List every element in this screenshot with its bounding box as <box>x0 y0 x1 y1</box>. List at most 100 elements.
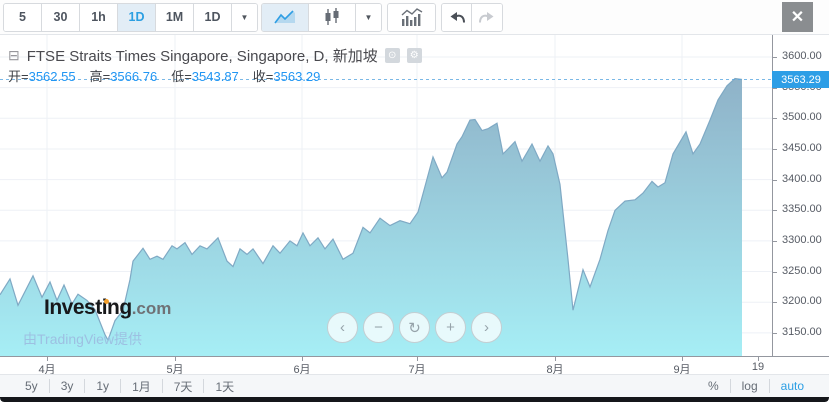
reset-view-button[interactable]: ↻ <box>399 312 430 343</box>
close-icon: ✕ <box>790 9 805 26</box>
interval-button-1d-active[interactable]: 1D <box>118 3 156 31</box>
undo-arrow-icon <box>448 9 466 25</box>
interval-button-1d[interactable]: 1D <box>194 3 232 31</box>
y-axis-tick <box>773 148 777 150</box>
redo-arrow-icon <box>478 9 496 25</box>
x-axis-tick <box>175 357 176 361</box>
y-axis-tick <box>773 271 777 273</box>
y-axis-label: 3200.00 <box>782 295 822 308</box>
chart-type-dropdown-caret-icon[interactable]: ▼ <box>356 3 381 31</box>
interval-button-30m[interactable]: 30 <box>42 3 80 31</box>
investing-logo-orange-dot-icon <box>104 299 109 304</box>
symbol-info-icon[interactable]: ⊙ <box>384 48 400 63</box>
range-button-3y[interactable]: 3y <box>50 379 86 393</box>
interval-button-group: 5 30 1h 1D 1M 1D ▼ <box>3 2 258 32</box>
last-price-badge: 3563.29 <box>772 71 829 88</box>
redo-button[interactable] <box>472 3 502 31</box>
area-chart-type-button[interactable] <box>262 3 309 31</box>
price-axis[interactable]: 3150.00 3200.00 3250.00 3300.00 3350.00 3400.… <box>772 35 829 357</box>
open-value: 开=3562.55 <box>8 69 76 84</box>
investing-logo[interactable]: Investing.com <box>44 296 172 319</box>
x-axis-tick <box>417 357 418 361</box>
scroll-right-button[interactable]: › <box>471 312 502 343</box>
range-button-1d[interactable]: 1天 <box>215 379 235 394</box>
x-axis-label: 8月 <box>546 364 564 376</box>
reset-icon: ↻ <box>408 319 421 337</box>
x-axis-label: 19 <box>751 361 765 373</box>
y-axis-label: 3250.00 <box>782 264 822 277</box>
candlestick-chart-type-button[interactable] <box>309 3 356 31</box>
low-value: 低=3543.87 <box>171 69 239 84</box>
window-bottom-edge <box>0 397 829 402</box>
chart-type-button-group: ▼ <box>261 2 382 32</box>
minus-icon: − <box>374 319 383 336</box>
y-axis-label: 3350.00 <box>782 203 822 216</box>
auto-scale-button[interactable]: auto <box>780 379 804 393</box>
zoom-out-button[interactable]: − <box>363 312 394 343</box>
y-axis-label: 3600.00 <box>782 50 822 62</box>
interval-dropdown-caret-icon[interactable]: ▼ <box>232 3 257 31</box>
y-axis-tick <box>773 210 777 212</box>
top-toolbar: 5 30 1h 1D 1M 1D ▼ <box>0 0 829 35</box>
range-button-7d[interactable]: 7天 <box>163 379 205 394</box>
range-button-1month[interactable]: 1月 <box>121 379 163 394</box>
scroll-left-button[interactable]: ‹ <box>327 312 358 343</box>
chart-legend: ⊟ FTSE Straits Times Singapore, Singapor… <box>8 45 422 66</box>
x-axis-tick <box>302 357 303 361</box>
chevron-right-icon: › <box>484 319 489 336</box>
candlestick-icon <box>322 7 342 27</box>
close-widget-button[interactable]: ✕ <box>782 2 813 32</box>
chevron-left-icon: ‹ <box>340 319 345 336</box>
x-axis-label: 5月 <box>166 364 184 376</box>
plus-icon: + <box>446 319 455 336</box>
interval-button-1m[interactable]: 1M <box>156 3 194 31</box>
symbol-title: FTSE Straits Times Singapore, Singapore,… <box>26 48 378 65</box>
ohlc-readout: 开=3562.55 高=3566.76 低=3543.87 收=3563.29 <box>8 66 320 85</box>
zoom-in-button[interactable]: + <box>435 312 466 343</box>
x-axis-label: 6月 <box>293 364 311 376</box>
range-button-5y[interactable]: 5y <box>14 379 50 393</box>
bottom-toolbar: 5y 3y 1y 1月 7天 1天 % log auto <box>0 374 829 397</box>
scale-selector: % log auto <box>697 375 815 397</box>
interval-button-5m[interactable]: 5 <box>4 3 42 31</box>
y-axis-tick <box>773 302 777 304</box>
y-axis-tick <box>773 87 777 89</box>
x-axis-tick <box>758 357 759 361</box>
collapse-legend-icon[interactable]: ⊟ <box>8 47 20 63</box>
area-chart-icon <box>274 9 296 25</box>
indicators-icon <box>399 7 425 27</box>
tradingview-attribution-link[interactable]: 由TradingView提供 <box>23 331 143 347</box>
y-axis-tick <box>773 57 777 58</box>
price-area-chart[interactable] <box>0 35 772 357</box>
x-axis-tick <box>555 357 556 361</box>
percent-scale-button[interactable]: % <box>697 379 731 393</box>
x-axis-tick <box>682 357 683 361</box>
y-axis-label: 3150.00 <box>782 325 822 338</box>
x-axis-label: 9月 <box>673 364 691 376</box>
range-selector: 5y 3y 1y 1月 7天 1天 <box>14 375 245 397</box>
y-axis-tick <box>773 179 777 181</box>
y-axis-label: 3500.00 <box>782 111 822 124</box>
x-axis-label: 7月 <box>408 364 426 376</box>
y-axis-label: 3400.00 <box>782 172 822 185</box>
log-scale-button[interactable]: log <box>731 379 770 393</box>
indicators-button[interactable] <box>388 3 435 31</box>
undo-redo-button-group <box>441 2 503 32</box>
range-button-1y[interactable]: 1y <box>85 379 122 393</box>
time-axis[interactable]: 4月 5月 6月 7月 8月 9月 19 <box>0 356 829 376</box>
indicators-button-group <box>387 2 436 32</box>
y-axis-tick <box>773 332 777 334</box>
high-value: 高=3566.76 <box>89 69 158 84</box>
y-axis-label: 3450.00 <box>782 141 822 154</box>
y-axis-tick <box>773 118 777 120</box>
chart-nav-controls: ‹ − ↻ + › <box>327 312 502 343</box>
undo-button[interactable] <box>442 3 472 31</box>
y-axis-label: 3300.00 <box>782 233 822 246</box>
interval-button-1h[interactable]: 1h <box>80 3 118 31</box>
y-axis-tick <box>773 240 777 242</box>
chart-settings-gear-icon[interactable]: ⚙ <box>406 48 422 63</box>
x-axis-label: 4月 <box>38 364 56 376</box>
x-axis-tick <box>47 357 48 361</box>
close-value: 收=3563.29 <box>252 69 321 84</box>
